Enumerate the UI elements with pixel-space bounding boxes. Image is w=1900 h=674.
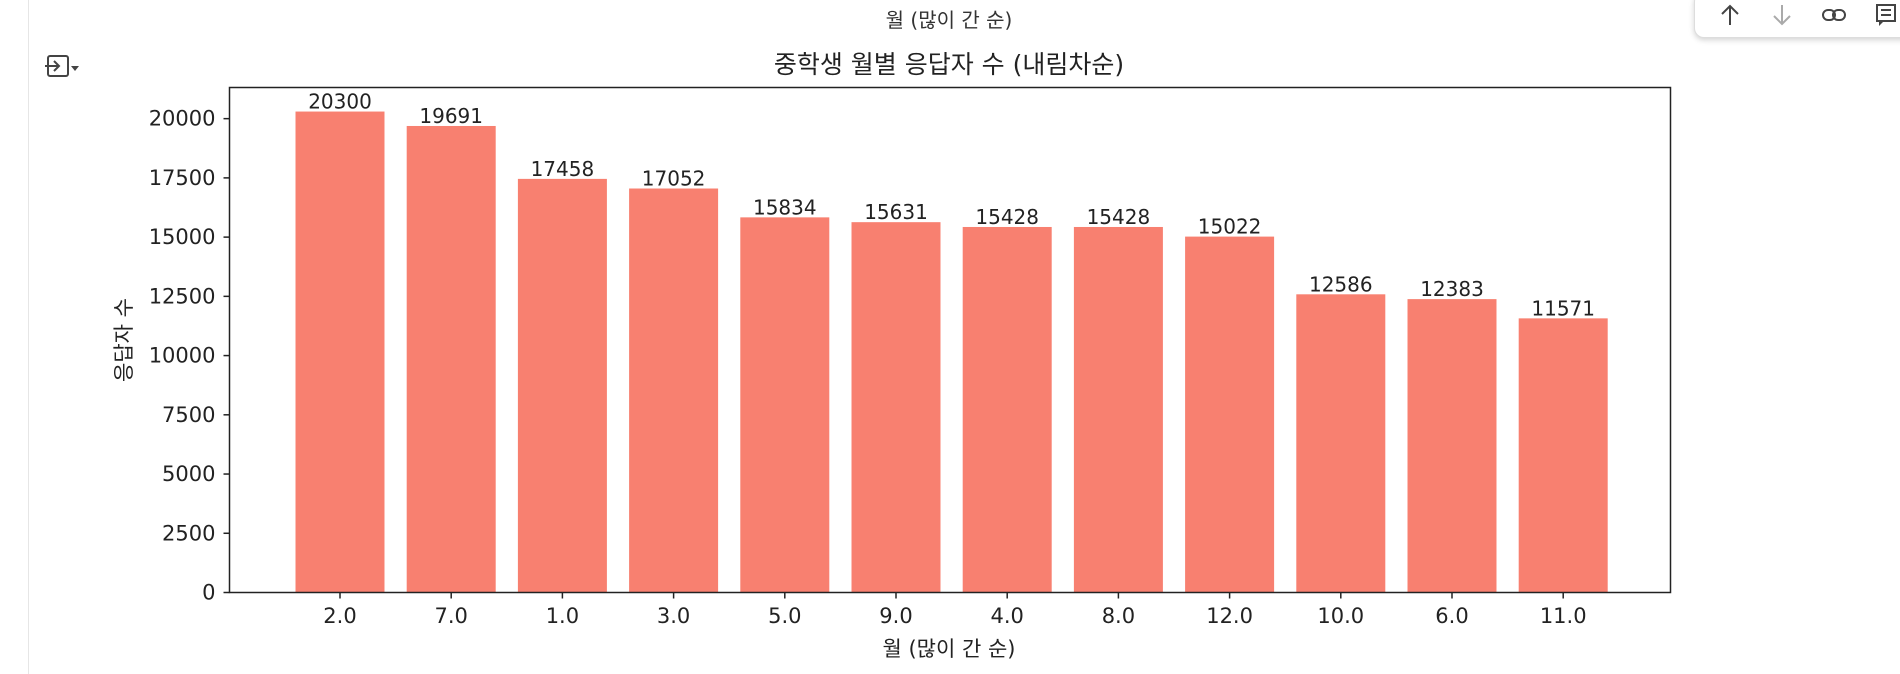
bar-value-label: 11571 — [1531, 296, 1595, 320]
bar-value-label: 12383 — [1420, 277, 1484, 301]
x-tick-label: 7.0 — [434, 604, 467, 628]
output-options-icon-svg — [45, 55, 79, 77]
bar-1.0 — [517, 178, 607, 593]
x-tick-label: 4.0 — [990, 604, 1023, 628]
y-tick-label: 15000 — [149, 225, 216, 249]
bar-9.0 — [851, 222, 941, 593]
bar-12.0 — [1185, 236, 1275, 593]
y-tick-label: 17500 — [149, 166, 216, 190]
x-axis: 2.0 7.0 1.0 3.0 5.0 9.0 4.0 8.0 12.0 10.0 6.0 11.0 — [323, 592, 1587, 628]
bar-value-label: 15022 — [1198, 215, 1262, 239]
previous-chart-xlabel-text: 월 (많이 간 순) — [885, 8, 1013, 32]
bar-5.0 — [740, 217, 830, 593]
x-tick-label: 11.0 — [1540, 604, 1587, 628]
x-tick-label: 8.0 — [1102, 604, 1135, 628]
cell-left-border — [28, 0, 29, 674]
bar-8.0 — [1073, 226, 1163, 593]
cell-toolbar — [1694, 0, 1900, 38]
bar-value-label: 12586 — [1309, 272, 1373, 296]
bar-value-label: 17052 — [642, 167, 706, 191]
bar-value-label: 15631 — [864, 200, 928, 224]
x-tick-label: 9.0 — [879, 604, 912, 628]
y-tick-label: 12500 — [149, 284, 216, 308]
bar-3.0 — [629, 188, 719, 593]
y-tick-label: 2500 — [162, 521, 215, 545]
x-tick-label: 12.0 — [1206, 604, 1253, 628]
plot-frame — [228, 86, 1672, 594]
bar-11.0 — [1518, 318, 1608, 593]
bar-10.0 — [1296, 294, 1386, 593]
y-tick-label: 10000 — [149, 344, 216, 368]
y-axis: 0 2500 5000 7500 10000 12500 15000 17500 20000 — [149, 107, 230, 605]
bar-6.0 — [1407, 299, 1497, 593]
comment-icon[interactable] — [1873, 2, 1899, 28]
x-tick-label: 1.0 — [546, 604, 579, 628]
x-axis-label: 월 (많이 간 순) — [882, 637, 1015, 661]
bar-value-label: 20300 — [308, 90, 372, 114]
output-options-icon[interactable] — [44, 52, 80, 82]
move-down-icon[interactable] — [1769, 2, 1795, 28]
bar-4.0 — [962, 226, 1052, 593]
x-tick-label: 5.0 — [768, 604, 801, 628]
y-tick-label: 0 — [202, 581, 215, 605]
bar-value-label: 17458 — [531, 157, 595, 181]
move-up-icon[interactable] — [1717, 2, 1743, 28]
bar-value-label: 19691 — [419, 104, 483, 128]
x-tick-label: 10.0 — [1317, 604, 1364, 628]
bar-value-label: 15428 — [975, 205, 1039, 229]
link-icon[interactable] — [1821, 2, 1847, 28]
y-tick-label: 20000 — [149, 107, 216, 131]
x-tick-label: 2.0 — [323, 604, 356, 628]
x-tick-label: 6.0 — [1435, 604, 1468, 628]
y-axis-label: 응답자 수 — [112, 298, 136, 382]
x-tick-label: 3.0 — [657, 604, 690, 628]
bar-2.0 — [295, 111, 385, 593]
y-tick-label: 5000 — [162, 462, 215, 486]
chart-title: 중학생 월별 응답자 수 (내림차순) — [774, 50, 1124, 79]
bar-group: 20300 19691 17458 17052 15834 15631 15428 15428… — [295, 90, 1608, 593]
bar-value-label: 15834 — [753, 195, 817, 219]
y-tick-label: 7500 — [162, 403, 215, 427]
bar-value-label: 15428 — [1087, 205, 1151, 229]
bar-7.0 — [406, 125, 496, 593]
